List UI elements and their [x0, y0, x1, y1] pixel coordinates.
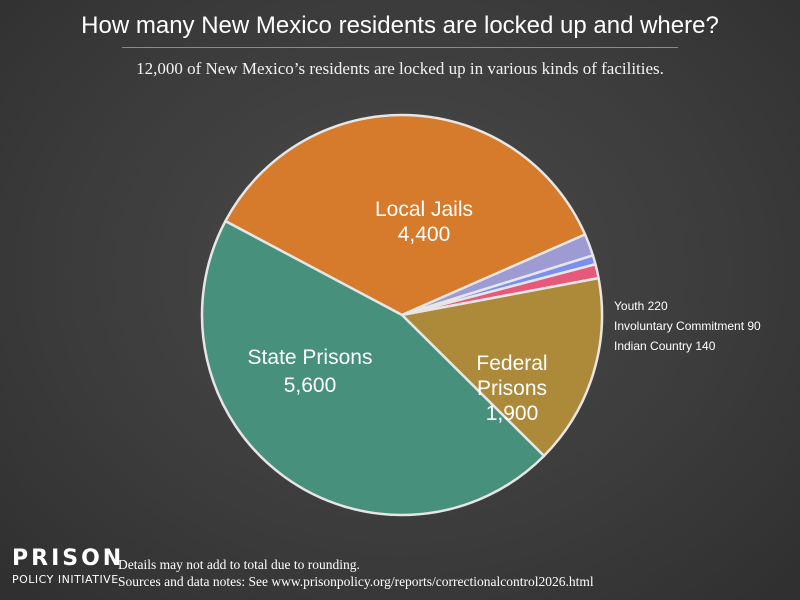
footnote-sources: Sources and data notes: See www.prisonpo… — [118, 574, 594, 589]
slice-label-line: State Prisons — [248, 346, 373, 369]
slice-label-line: Youth 220 — [614, 299, 668, 313]
pie-slice-local-jails — [224, 113, 587, 317]
footnotes: Details may not add to total due to roun… — [118, 556, 594, 590]
logo-line-1: PRISON — [12, 546, 125, 571]
slice-label-line: 1,900 — [486, 402, 539, 425]
slice-label-state-prisons: State Prisons 5,600 — [248, 346, 373, 397]
slice-label-line: Federal — [476, 352, 547, 375]
pie-slices — [200, 113, 604, 517]
slice-label-line: Prisons — [477, 377, 547, 400]
pie-slice-federal-prisons — [400, 276, 604, 458]
slice-label-indian-country: Indian Country 140 — [614, 339, 716, 353]
slice-label-youth: Youth 220 — [614, 299, 668, 313]
slice-label-local-jails: Local Jails 4,400 — [375, 198, 473, 246]
chart-subtitle: 12,000 of New Mexico’s residents are loc… — [136, 59, 664, 78]
slice-label-line: Indian Country 140 — [614, 339, 716, 353]
title-divider — [122, 47, 678, 48]
slice-label-line: Involuntary Commitment 90 — [614, 319, 761, 333]
prison-policy-initiative-logo: PRISON POLICY INITIATIVE — [12, 546, 125, 587]
logo-line-2: POLICY INITIATIVE — [12, 573, 119, 586]
slice-label-line: 5,600 — [284, 374, 337, 397]
slice-label-line: 4,400 — [398, 223, 451, 246]
pie-slice-state-prisons — [200, 219, 546, 517]
slice-label-federal-prisons: Federal Prisons 1,900 — [476, 352, 547, 425]
slice-label-involuntary-commitment: Involuntary Commitment 90 — [614, 319, 761, 333]
chart-title: How many New Mexico residents are locked… — [81, 12, 719, 39]
pie-labels: Local Jails 4,400 Youth 220 Involuntary Com… — [248, 198, 762, 425]
slice-label-line: Local Jails — [375, 198, 473, 221]
footnote-rounding: Details may not add to total due to roun… — [118, 557, 360, 572]
